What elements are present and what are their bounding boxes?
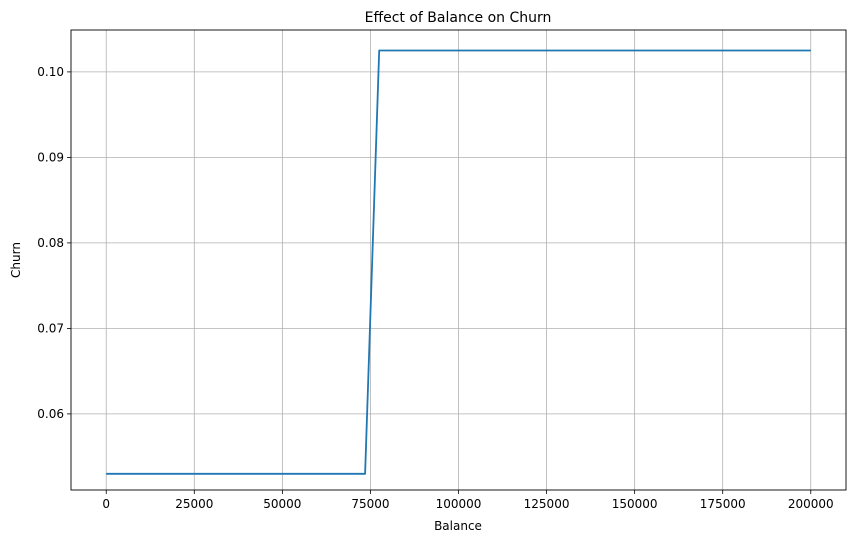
chart-title: Effect of Balance on Churn — [365, 10, 552, 26]
x-tick-label: 125000 — [524, 497, 570, 511]
x-tick-label: 50000 — [263, 497, 301, 511]
y-tick-label: 0.08 — [37, 236, 64, 250]
y-tick-label: 0.09 — [37, 150, 64, 164]
x-tick-label: 200000 — [788, 497, 834, 511]
x-tick-label: 75000 — [351, 497, 389, 511]
x-axis-label: Balance — [434, 519, 482, 533]
x-tick-label: 150000 — [612, 497, 658, 511]
grid — [71, 30, 846, 490]
plot-area — [106, 49, 811, 475]
x-tick-label: 0 — [102, 497, 110, 511]
x-tick-label: 175000 — [700, 497, 746, 511]
series-line — [106, 49, 811, 475]
x-tick-label: 100000 — [436, 497, 482, 511]
y-axis-label: Churn — [9, 242, 23, 278]
x-tick-label: 25000 — [175, 497, 213, 511]
y-tick-label: 0.07 — [37, 321, 64, 335]
x-axis: 0 25000 50000 75000 100000 125000 150000 175000… — [102, 490, 834, 511]
y-tick-label: 0.06 — [37, 407, 64, 421]
y-tick-label: 0.10 — [37, 65, 64, 79]
y-axis: 0.06 0.07 0.08 0.09 0.10 — [37, 65, 71, 421]
